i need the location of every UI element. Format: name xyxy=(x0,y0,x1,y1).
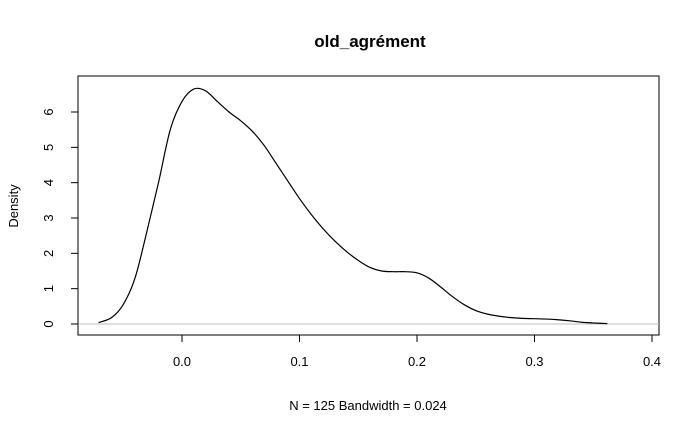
x-axis: 0.0 0.1 0.2 0.3 0.4 xyxy=(173,334,661,369)
x-tick-label: 0.0 xyxy=(173,354,191,369)
y-tick-label: 0 xyxy=(41,320,56,327)
y-tick-label: 6 xyxy=(41,108,56,115)
y-axis-label: Density xyxy=(6,184,21,228)
y-tick-label: 5 xyxy=(41,144,56,151)
y-tick-label: 2 xyxy=(41,250,56,257)
y-axis: 0 1 2 3 4 5 6 xyxy=(41,108,79,328)
x-tick-label: 0.1 xyxy=(290,354,308,369)
x-tick-label: 0.3 xyxy=(525,354,543,369)
chart-title: old_agrément xyxy=(314,32,426,51)
x-tick-label: 0.2 xyxy=(408,354,426,369)
y-tick-label: 3 xyxy=(41,214,56,221)
density-curve xyxy=(98,87,608,325)
y-tick-label: 4 xyxy=(41,179,56,186)
plot-frame xyxy=(77,75,660,336)
y-tick-label: 1 xyxy=(41,285,56,292)
x-tick-label: 0.4 xyxy=(643,354,661,369)
x-axis-label: N = 125 Bandwidth = 0.024 xyxy=(289,398,447,413)
